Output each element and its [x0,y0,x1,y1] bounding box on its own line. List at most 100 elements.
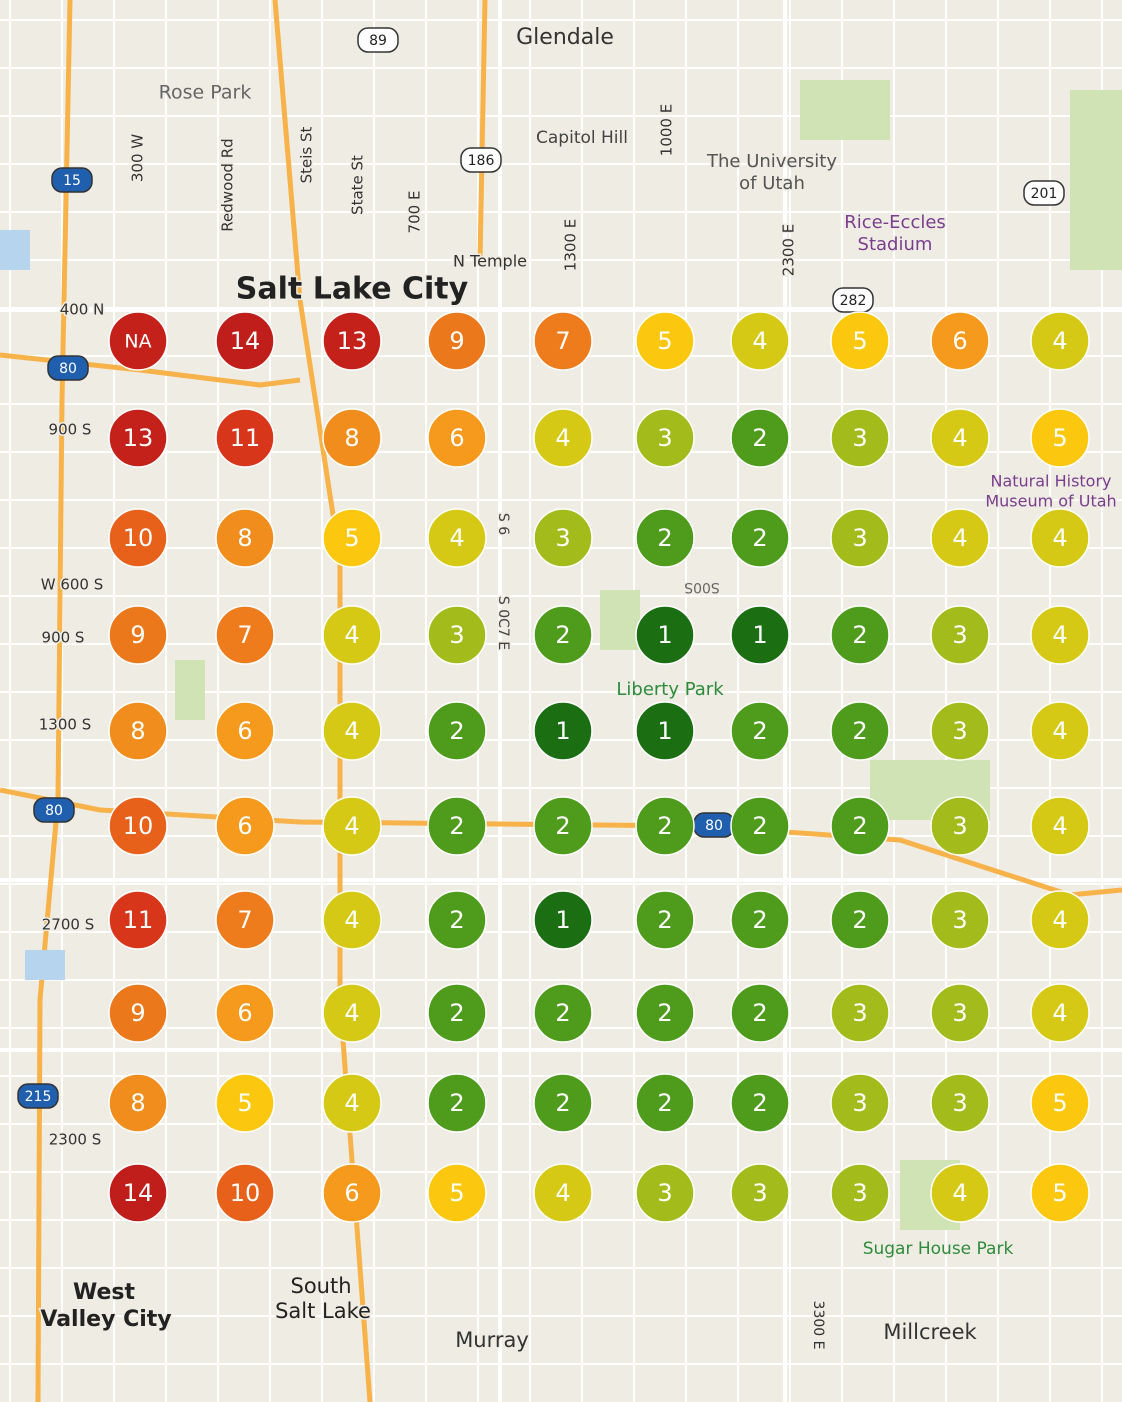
grid-circle [322,983,382,1043]
grid-circle [730,311,790,371]
grid-value: 10 [230,1179,261,1207]
route-shield-label: 15 [63,173,81,189]
grid-value: 3 [952,621,967,649]
grid-circle [635,508,695,568]
grid-value: 2 [657,524,672,552]
map-label: Rice-Eccles [844,212,946,233]
grid-circle [1030,605,1090,665]
grid-circle [830,983,890,1043]
grid-value: 4 [344,999,359,1027]
grid-value: 2 [449,999,464,1027]
park [1070,90,1122,270]
grid-value: 1 [752,621,767,649]
grid-circle [427,1073,487,1133]
grid-value: 3 [852,524,867,552]
grid-value: 3 [555,524,570,552]
grid-value: 3 [852,999,867,1027]
route-shield-label: 282 [840,293,867,309]
grid-circle [1030,311,1090,371]
grid-circles: NA 14 13 9 7 5 4 5 6 413 11 8 6 4 3 2 3 4 510 8 5 4 3 2 2 3 4 49 7 4 3… [108,311,1090,1223]
grid-circle [1030,701,1090,761]
map-label: 1300 S [39,716,91,734]
grid-circle [108,605,168,665]
grid-circle [322,311,382,371]
grid-value: 3 [752,1179,767,1207]
grid-circle [215,605,275,665]
grid-value: 5 [449,1179,464,1207]
map-label: 2300 E [780,224,798,276]
grid-value: 4 [344,812,359,840]
route-shield-label: 186 [468,153,495,169]
map-label: Museum of Utah [985,492,1116,511]
map-label: Murray [455,1328,529,1352]
map-label: 700 E [406,191,424,234]
route-shield [17,1083,59,1109]
map-label: The University [706,151,837,172]
map-label: Millcreek [883,1320,977,1344]
grid-circle [635,408,695,468]
grid-circle [635,796,695,856]
grid-circle [322,408,382,468]
grid-circle [930,796,990,856]
grid-circle [635,1163,695,1223]
grid-value: 11 [123,906,154,934]
grid-value: 7 [237,906,252,934]
route-shield-label: 201 [1031,186,1058,202]
lake [0,230,30,270]
map-label: Liberty Park [616,679,724,700]
grid-circle [427,311,487,371]
grid-circle [322,890,382,950]
grid-circle [215,701,275,761]
grid-value: 2 [657,999,672,1027]
grid-circle [427,796,487,856]
grid-circle [215,508,275,568]
grid-circle [1030,1163,1090,1223]
grid-value: 1 [555,906,570,934]
grid-circle [930,1163,990,1223]
grid-circle [930,508,990,568]
map-label: 900 S [49,421,92,439]
map-label: Glendale [516,25,614,50]
route-shield [357,27,399,53]
route-shield [832,287,874,313]
grid-circle [533,1073,593,1133]
grid-circle [635,605,695,665]
grid-circle [635,983,695,1043]
grid-circle [427,983,487,1043]
grid-value: 8 [130,1089,145,1117]
grid-value: 2 [852,812,867,840]
grid-value: 2 [657,812,672,840]
grid-value: 7 [555,327,570,355]
map-label: 900 S [42,629,85,647]
grid-value: 3 [952,812,967,840]
grid-value: 6 [237,812,252,840]
grid-value: 5 [1052,1089,1067,1117]
grid-value: 4 [344,717,359,745]
grid-value: 9 [130,999,145,1027]
grid-value: 2 [752,999,767,1027]
grid-circle [108,983,168,1043]
grid-circle [730,983,790,1043]
grid-value: 9 [130,621,145,649]
grid-value: 2 [555,1089,570,1117]
grid-circle [730,1073,790,1133]
parks [0,80,1122,1230]
grid-circle [730,796,790,856]
map-label: W 600 S [41,576,104,594]
grid-value: 6 [449,424,464,452]
grid-circle [830,796,890,856]
map-label: Natural History [990,472,1111,491]
map-label: Steis St [298,126,316,183]
grid-circle [730,1163,790,1223]
grid-circle [830,1163,890,1223]
grid-value: 4 [1052,327,1067,355]
grid-circle [322,701,382,761]
grid-value: 4 [344,621,359,649]
grid-circle [427,605,487,665]
grid-value: 2 [752,1089,767,1117]
grid-value: 4 [1052,621,1067,649]
route-shield [1023,180,1065,206]
map-label: S 0C7 E [495,596,511,650]
map-label: West [73,1280,135,1305]
grid-value: 2 [852,717,867,745]
